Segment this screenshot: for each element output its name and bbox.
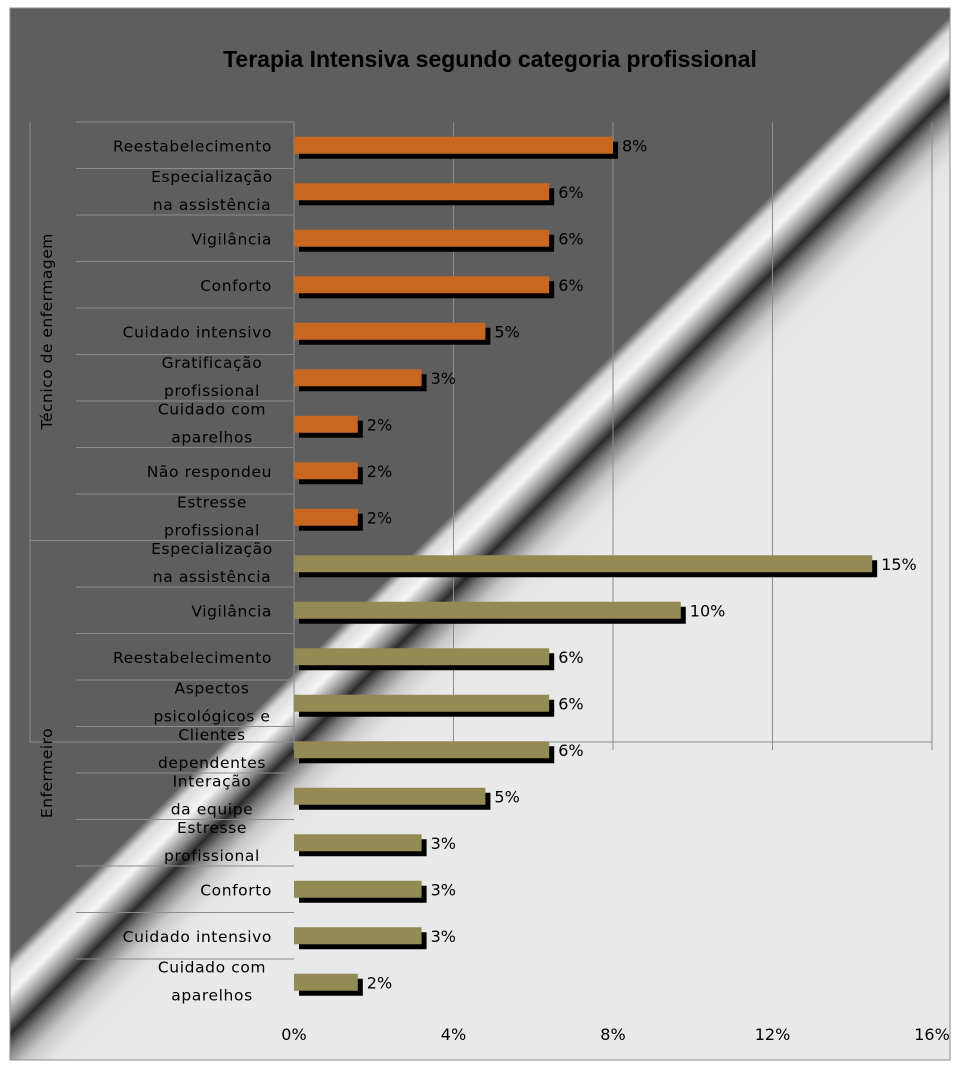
bar[interactable] bbox=[294, 322, 486, 340]
bar[interactable] bbox=[294, 973, 358, 991]
data-label: 6% bbox=[558, 694, 583, 713]
bar[interactable] bbox=[294, 880, 422, 898]
category-label: Conforto bbox=[200, 881, 272, 899]
x-tick-label: 12% bbox=[755, 1025, 791, 1044]
bar[interactable] bbox=[294, 555, 873, 573]
bar[interactable] bbox=[294, 183, 550, 201]
bar[interactable] bbox=[294, 415, 358, 433]
x-tick-label: 0% bbox=[281, 1025, 306, 1044]
x-tick-label: 16% bbox=[914, 1025, 950, 1044]
data-label: 6% bbox=[558, 741, 583, 760]
category-label: Não respondeu bbox=[147, 463, 272, 481]
data-label: 3% bbox=[431, 834, 456, 853]
category-label: Especialização na assistência bbox=[151, 540, 273, 586]
data-label: 6% bbox=[558, 648, 583, 667]
category-label: Reestabelecimento bbox=[113, 137, 272, 155]
category-label: Cuidado intensivo bbox=[123, 323, 272, 341]
data-label: 3% bbox=[431, 369, 456, 388]
category-label: Cuidado com aparelhos bbox=[158, 400, 266, 446]
group-label: Enfermeiro bbox=[38, 728, 56, 818]
category-label: Aspectos psicológicos e bbox=[153, 679, 270, 725]
group-label: Técnico de enfermagem bbox=[38, 233, 56, 430]
data-label: 2% bbox=[367, 973, 392, 992]
data-label: 6% bbox=[558, 276, 583, 295]
data-label: 6% bbox=[558, 183, 583, 202]
bar[interactable] bbox=[294, 508, 358, 526]
category-label: Estresse profissional bbox=[164, 819, 260, 865]
plot-area: 0% 4% 8% 12% 16% 8% Reestabelecimento 6% Especia… bbox=[29, 121, 950, 1044]
category-label: Conforto bbox=[200, 277, 272, 295]
x-tick-label: 4% bbox=[441, 1025, 466, 1044]
data-label: 2% bbox=[367, 462, 392, 481]
data-label: 5% bbox=[494, 787, 519, 806]
bar[interactable] bbox=[294, 834, 422, 852]
bar[interactable] bbox=[294, 229, 550, 247]
category-label: Gratificação profissional bbox=[162, 354, 263, 400]
category-label: Especialização na assistência bbox=[151, 168, 273, 214]
bar[interactable] bbox=[294, 927, 422, 945]
bar[interactable] bbox=[294, 648, 550, 666]
bar[interactable] bbox=[294, 462, 358, 480]
chart-title: Terapia Intensiva segundo categoria prof… bbox=[223, 46, 757, 72]
category-label: Vigilância bbox=[191, 230, 272, 248]
data-label: 3% bbox=[431, 880, 456, 899]
data-label: 2% bbox=[367, 415, 392, 434]
category-label: Interação da equipe bbox=[171, 772, 254, 818]
bar[interactable] bbox=[294, 601, 681, 619]
category-label: Estresse profissional bbox=[164, 493, 260, 539]
data-label: 5% bbox=[494, 322, 519, 341]
data-label: 15% bbox=[881, 555, 917, 574]
category-label: Reestabelecimento bbox=[113, 649, 272, 667]
data-label: 6% bbox=[558, 229, 583, 248]
category-label: Cuidado com aparelhos bbox=[158, 958, 266, 1004]
bar[interactable] bbox=[294, 741, 550, 759]
data-label: 2% bbox=[367, 508, 392, 527]
bar[interactable] bbox=[294, 694, 550, 712]
data-label: 8% bbox=[622, 136, 647, 155]
chart-background bbox=[9, 7, 951, 1061]
bar[interactable] bbox=[294, 276, 550, 294]
data-label: 10% bbox=[690, 601, 726, 620]
category-label: Vigilância bbox=[191, 602, 272, 620]
bar[interactable] bbox=[294, 787, 486, 805]
x-tick-label: 8% bbox=[600, 1025, 625, 1044]
bar[interactable] bbox=[294, 136, 613, 154]
category-label: Cuidado intensivo bbox=[123, 928, 272, 946]
category-label: Clientes dependentes bbox=[158, 726, 266, 772]
data-label: 3% bbox=[431, 927, 456, 946]
bar[interactable] bbox=[294, 369, 422, 387]
